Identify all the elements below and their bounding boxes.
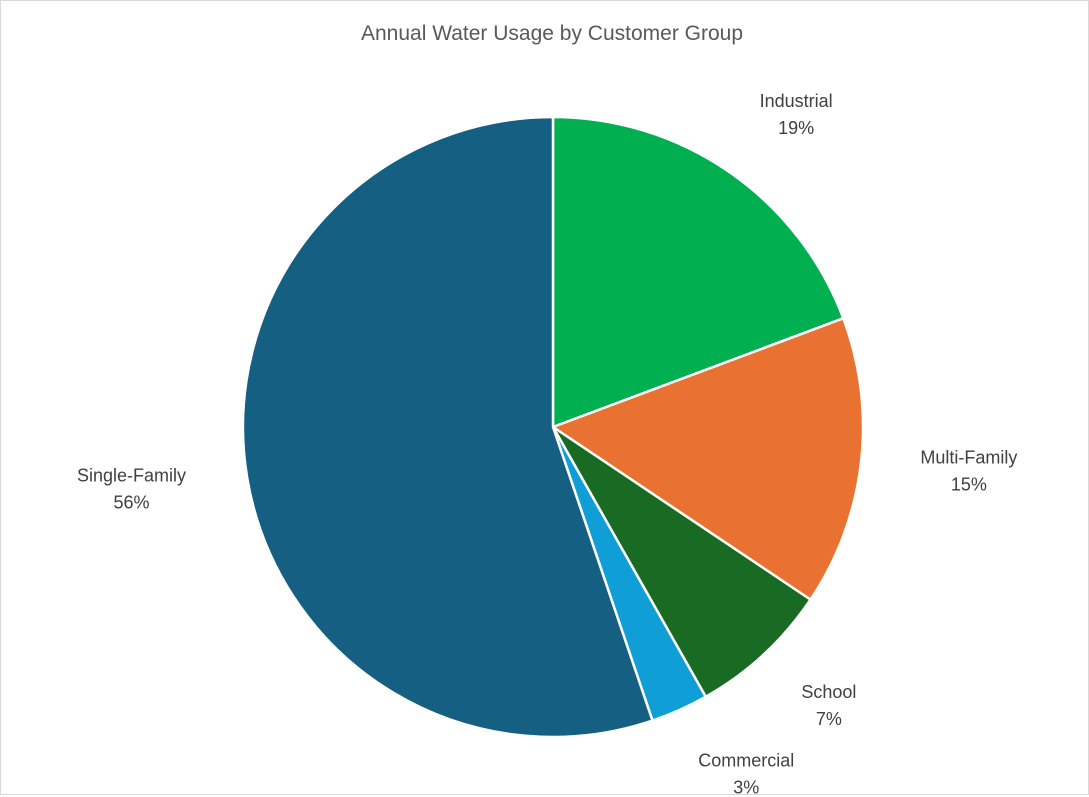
data-label-multi-family: Multi-Family 15% xyxy=(920,448,1017,495)
data-label-single-family: Single-Family 56% xyxy=(77,465,186,512)
data-label-percent: 15% xyxy=(951,475,987,495)
pie-slice-school xyxy=(551,425,812,699)
pie-slice-multi-family xyxy=(551,317,865,601)
data-label-category: Single-Family xyxy=(77,465,186,485)
data-label-commercial: Commercial 3% xyxy=(698,750,794,794)
data-label-category: Commercial xyxy=(698,750,794,770)
data-label-school: School 7% xyxy=(801,682,856,729)
pie-slice-industrial xyxy=(551,115,845,429)
data-label-percent: 7% xyxy=(816,709,842,729)
data-label-percent: 3% xyxy=(733,777,759,794)
pie-slices xyxy=(241,115,865,739)
pie-slice-single-family xyxy=(241,115,654,739)
data-label-industrial: Industrial 19% xyxy=(760,91,833,138)
pie-labels: Industrial 19% Multi-Family 15% School 7% Comm… xyxy=(77,91,1017,794)
data-label-category: Multi-Family xyxy=(920,448,1017,468)
data-label-percent: 56% xyxy=(113,492,149,512)
data-label-percent: 19% xyxy=(778,118,814,138)
chart-title: Annual Water Usage by Customer Group xyxy=(360,22,744,45)
data-label-category: School xyxy=(801,682,856,702)
data-label-category: Industrial xyxy=(760,91,833,111)
